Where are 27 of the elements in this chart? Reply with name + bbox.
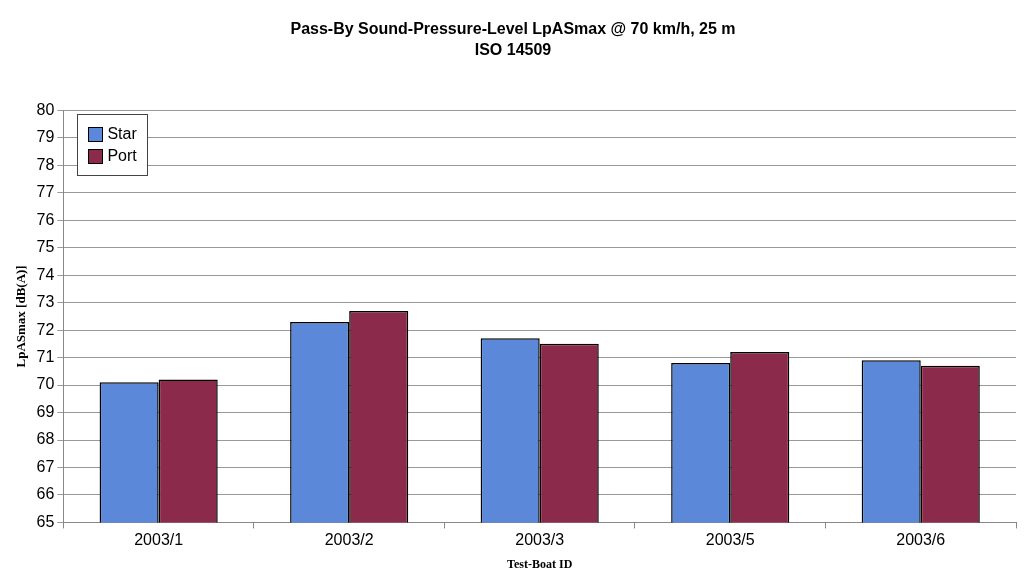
y-tick-label: 65 bbox=[36, 512, 55, 530]
y-tick-label: 77 bbox=[36, 183, 55, 201]
x-tick-label: 2003/2 bbox=[324, 531, 374, 549]
y-tick-label: 70 bbox=[36, 375, 55, 393]
y-tick-label: 71 bbox=[36, 348, 55, 366]
y-tick-label: 79 bbox=[36, 128, 55, 146]
y-tick-label: 80 bbox=[36, 100, 55, 118]
y-tick-label: 73 bbox=[36, 293, 55, 311]
x-tick-label: 2003/6 bbox=[896, 531, 946, 549]
y-tick-label: 72 bbox=[36, 320, 55, 338]
y-axis-title: LpASmax [dB(A)] bbox=[13, 265, 29, 368]
chart-title: Pass-By Sound-Pressure-Level LpASmax @ 70 km/h, 25 m bbox=[290, 20, 736, 38]
x-tick-label: 2003/3 bbox=[515, 531, 565, 549]
y-tick-label: 66 bbox=[36, 485, 55, 503]
y-tick-label: 67 bbox=[36, 457, 55, 475]
legend-label: Port bbox=[107, 147, 137, 166]
y-tick-label: 76 bbox=[36, 210, 55, 228]
chart-subtitle: ISO 14509 bbox=[474, 41, 552, 59]
x-tick-label: 2003/1 bbox=[134, 531, 184, 549]
y-tick-label: 69 bbox=[36, 402, 55, 420]
y-tick-label: 75 bbox=[36, 238, 55, 256]
y-tick-label: 74 bbox=[36, 265, 55, 283]
y-tick-label: 68 bbox=[36, 430, 55, 448]
x-axis-title: Test-Boat ID bbox=[507, 556, 573, 571]
x-tick-label: 2003/5 bbox=[705, 531, 755, 549]
legend-label: Star bbox=[107, 125, 137, 144]
y-tick-label: 78 bbox=[36, 155, 55, 173]
